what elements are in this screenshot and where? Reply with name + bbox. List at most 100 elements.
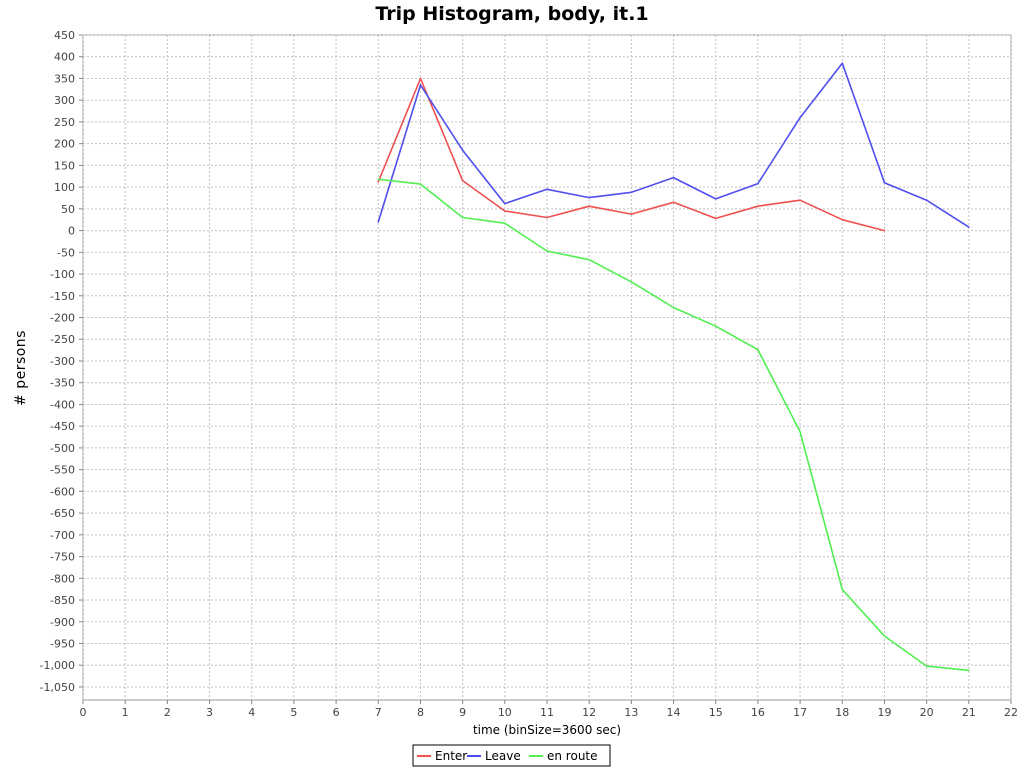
x-tick-label: 2 [164, 706, 171, 719]
data-point-en-route [377, 178, 380, 181]
x-tick-label: 19 [877, 706, 891, 719]
data-point-leave [546, 188, 548, 191]
y-tick-label: 0 [68, 225, 75, 238]
y-tick-label: -1,050 [40, 681, 75, 694]
y-tick-label: 450 [54, 29, 75, 42]
y-tick-label: -750 [50, 551, 75, 564]
x-tick-label: 16 [751, 706, 765, 719]
y-tick-label: 300 [54, 94, 75, 107]
y-tick-label: 50 [61, 203, 75, 216]
y-tick-label: -600 [50, 485, 75, 498]
data-point-leave [377, 221, 380, 223]
data-point-enter [588, 205, 590, 208]
x-tick-label: 9 [459, 706, 466, 719]
legend-box [412, 744, 611, 767]
data-point-en-route [714, 325, 717, 328]
y-tick-label: 400 [54, 51, 75, 64]
data-point-enter [841, 218, 844, 221]
data-point-en-route [925, 665, 928, 667]
data-point-en-route [461, 216, 464, 219]
data-point-en-route [841, 588, 844, 591]
data-point-en-route [419, 183, 422, 185]
data-point-leave [588, 196, 590, 199]
chart-title: Trip Histogram, body, it.1 [375, 3, 648, 25]
series-lines [377, 62, 970, 672]
y-tick-label: -350 [50, 377, 75, 390]
data-point-enter [461, 179, 464, 182]
legend-label-leave: Leave [485, 749, 521, 763]
data-point-enter [714, 217, 717, 220]
y-tick-label: 350 [54, 72, 75, 85]
y-tick-label: 250 [54, 116, 75, 129]
y-tick-label: -50 [57, 246, 75, 259]
y-tick-label: -850 [50, 594, 75, 607]
y-tick-label: -500 [50, 442, 75, 455]
x-tick-label: 5 [290, 706, 297, 719]
x-tick-label: 7 [375, 706, 382, 719]
data-point-en-route [588, 258, 590, 261]
data-point-en-route [968, 669, 970, 672]
data-point-enter [883, 229, 886, 232]
x-tick-label: 12 [582, 706, 596, 719]
legend-label-en-route: en route [547, 749, 598, 763]
x-tick-label: 15 [709, 706, 723, 719]
y-axis-ticks: 450 400 350 300 250 200 150 100 50 0 -50 -100 -150 -2… [40, 29, 83, 694]
data-point-enter [377, 181, 380, 183]
data-point-enter [757, 205, 759, 208]
y-tick-label: -650 [50, 507, 75, 520]
data-point-leave [799, 116, 801, 119]
data-point-leave [883, 181, 886, 184]
y-tick-label: -400 [50, 398, 75, 411]
data-point-enter [419, 77, 422, 80]
y-tick-label: -100 [50, 268, 75, 281]
data-point-en-route [630, 281, 633, 283]
data-point-en-route [799, 431, 801, 433]
data-point-enter [504, 210, 506, 212]
y-tick-label: 200 [54, 138, 75, 151]
data-point-enter [799, 199, 801, 201]
y-tick-label: -300 [50, 355, 75, 368]
data-point-en-route [883, 635, 886, 637]
data-point-leave [672, 176, 675, 179]
y-tick-label: -150 [50, 290, 75, 303]
data-point-enter [630, 213, 633, 215]
x-tick-label: 21 [962, 706, 976, 719]
x-tick-label: 6 [333, 706, 340, 719]
legend-label-enter: Enter [435, 749, 467, 763]
data-point-en-route [757, 348, 759, 351]
data-point-leave [925, 199, 928, 201]
y-tick-label: -450 [50, 420, 75, 433]
x-tick-label: 3 [206, 706, 213, 719]
data-point-leave [504, 202, 506, 205]
y-tick-label: 150 [54, 159, 75, 172]
x-tick-label: 13 [624, 706, 638, 719]
x-tick-label: 20 [920, 706, 934, 719]
x-tick-label: 4 [248, 706, 255, 719]
data-point-leave [757, 182, 759, 185]
x-axis-label: time (binSize=3600 sec) [473, 723, 621, 737]
x-tick-label: 22 [1004, 706, 1018, 719]
y-tick-label: -800 [50, 572, 75, 585]
y-tick-label: -250 [50, 333, 75, 346]
legend: Enter Leave en route [412, 744, 611, 767]
data-point-leave [419, 84, 422, 86]
data-point-enter [672, 201, 675, 204]
grid-lines [82, 34, 1012, 700]
data-point-enter [546, 216, 548, 219]
x-tick-label: 14 [667, 706, 681, 719]
y-tick-label: -1,000 [40, 659, 75, 672]
data-point-leave [841, 62, 844, 65]
y-axis-label: # persons [13, 330, 29, 406]
x-tick-label: 10 [498, 706, 512, 719]
data-point-leave [714, 198, 717, 200]
y-tick-label: -900 [50, 616, 75, 629]
y-tick-label: 100 [54, 181, 75, 194]
y-tick-label: -700 [50, 529, 75, 542]
x-tick-label: 17 [793, 706, 807, 719]
data-point-en-route [504, 222, 506, 224]
y-tick-label: -950 [50, 637, 75, 650]
x-axis-ticks: 0 1 2 3 4 5 6 7 8 9 10 11 12 13 14 15 16 17 18 19 20 21 22 [80, 700, 1018, 719]
y-tick-label: -200 [50, 312, 75, 325]
x-tick-label: 1 [122, 706, 129, 719]
